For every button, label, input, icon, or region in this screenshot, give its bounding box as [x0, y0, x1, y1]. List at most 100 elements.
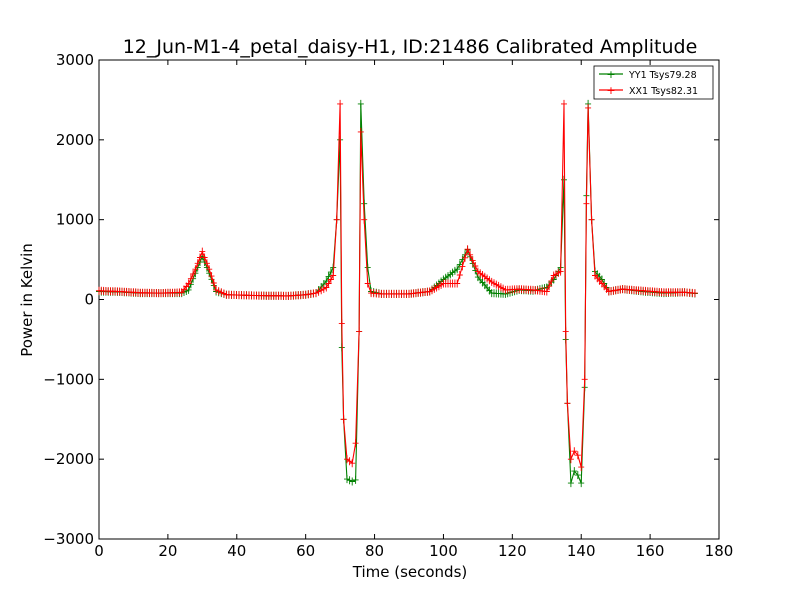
- y-tick-label: −1000: [43, 370, 94, 388]
- legend-box: [593, 65, 714, 100]
- data-point: [352, 475, 359, 484]
- data-point: [467, 250, 474, 259]
- data-point: [462, 253, 468, 262]
- data-point: [472, 262, 479, 270]
- data-point: [357, 127, 364, 136]
- data-point: [337, 99, 344, 108]
- data-point: [454, 265, 461, 274]
- y-tick-label: 2000: [56, 131, 94, 149]
- x-tick-label: 60: [296, 542, 315, 560]
- data-point: [315, 287, 322, 296]
- data-point: [578, 463, 585, 472]
- data-point: [356, 327, 363, 336]
- y-tick-label: 1000: [56, 211, 94, 229]
- data-point: [585, 103, 592, 112]
- data-point: [361, 215, 368, 224]
- data-point: [187, 274, 194, 283]
- data-point: [338, 319, 345, 328]
- x-tick-label: 100: [429, 542, 458, 560]
- data-point: [192, 265, 199, 274]
- data-point: [574, 471, 581, 480]
- legend-marker-xx1: +: [606, 84, 615, 97]
- data-point: [349, 459, 356, 468]
- legend-label-xx1: XX1 Tsys82.31: [629, 86, 698, 97]
- data-point: [208, 272, 215, 281]
- data-point: [346, 457, 353, 466]
- data-point: [318, 286, 325, 295]
- x-tick-label: 180: [705, 542, 734, 560]
- data-point: [213, 285, 220, 294]
- x-axis-label: Time (seconds): [352, 563, 468, 581]
- data-point: [469, 256, 476, 265]
- data-point: [548, 276, 555, 285]
- data-point: [194, 259, 201, 268]
- x-tick-label: 20: [158, 542, 177, 560]
- data-point: [346, 476, 353, 485]
- chart-title: 12_Jun-M1-4_petal_daisy-H1, ID:21486 Cal…: [123, 36, 698, 58]
- data-point: [571, 467, 578, 476]
- data-point: [330, 271, 337, 280]
- data-point: [199, 247, 206, 256]
- data-point: [206, 265, 213, 274]
- data-point: [583, 199, 590, 208]
- data-point: [561, 99, 567, 108]
- x-tick-label: 120: [498, 542, 527, 560]
- data-point: [546, 282, 553, 291]
- y-tick-label: −3000: [43, 530, 94, 548]
- data-point: [543, 287, 550, 296]
- legend-marker-yy1: +: [606, 68, 615, 81]
- data-point: [588, 215, 595, 224]
- data-point: [333, 215, 340, 224]
- data-point: [203, 259, 210, 268]
- series-layer: [96, 99, 698, 488]
- data-point: [344, 475, 350, 484]
- data-point: [456, 271, 463, 279]
- data-point: [357, 99, 364, 108]
- data-point: [454, 279, 461, 288]
- legend-label-yy1: YY1 Tsys79.28: [628, 70, 697, 81]
- x-tick-label: 140: [567, 542, 596, 560]
- data-point: [340, 415, 347, 424]
- data-point: [571, 447, 578, 456]
- data-point: [349, 477, 356, 486]
- data-point: [220, 289, 227, 298]
- y-tick-label: −2000: [43, 450, 94, 468]
- y-tick-label: 3000: [56, 51, 94, 69]
- data-point: [456, 260, 463, 269]
- plot-area: [98, 59, 720, 540]
- data-point: [562, 327, 569, 336]
- data-point: [567, 455, 574, 464]
- data-point: [344, 455, 350, 464]
- x-tick-label: 40: [227, 542, 246, 560]
- x-tick-label: 80: [365, 542, 384, 560]
- data-point: [564, 399, 571, 408]
- data-point: [313, 289, 319, 298]
- data-point: [574, 451, 581, 460]
- legend: + YY1 Tsys79.28 + XX1 Tsys82.31: [593, 65, 714, 100]
- data-point: [567, 479, 574, 488]
- data-point: [464, 245, 471, 254]
- data-point: [210, 279, 217, 287]
- data-point: [218, 288, 225, 297]
- axis-ticks: 0 20 40 60 80 100 120 140 160 180 −3000 −2000 −1000 0…: [43, 51, 733, 560]
- data-point: [215, 287, 222, 296]
- data-point: [320, 284, 327, 293]
- data-point: [691, 289, 698, 298]
- x-tick-label: 160: [636, 542, 665, 560]
- data-point: [364, 279, 371, 288]
- x-tick-label: 0: [94, 542, 104, 560]
- data-point: [190, 270, 197, 278]
- series-1: [96, 99, 698, 472]
- data-point: [185, 279, 192, 288]
- data-point: [581, 375, 588, 384]
- data-point: [201, 253, 208, 262]
- data-point: [557, 267, 564, 276]
- y-tick-label: 0: [84, 291, 94, 309]
- data-point: [459, 262, 466, 271]
- data-point: [578, 479, 585, 488]
- y-axis-label: Power in Kelvin: [18, 243, 36, 357]
- data-point: [364, 263, 371, 272]
- data-point: [352, 439, 359, 448]
